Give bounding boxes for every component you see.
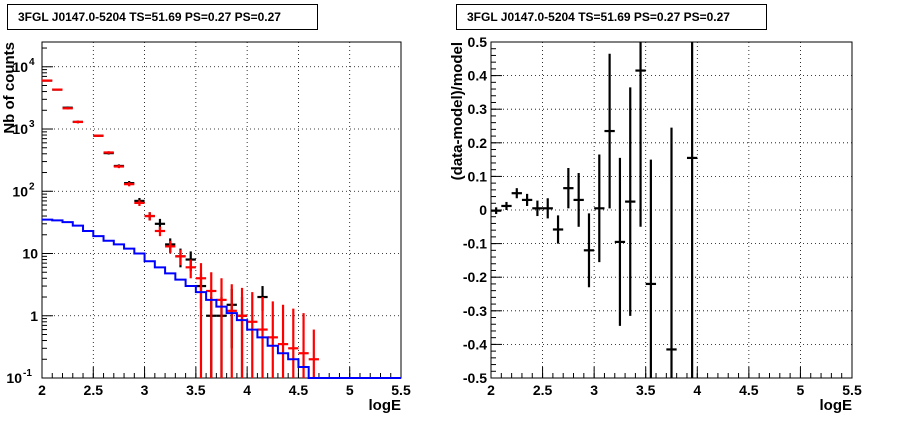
c1-y-tick-label: -0.2	[463, 269, 487, 285]
c1-y-tick-label: 0.5	[468, 34, 488, 50]
c1-y-axis-title: (data-model)/model	[449, 42, 466, 180]
c0-x-tick-label: 3	[141, 382, 149, 398]
c0-x-tick-label: 5	[346, 382, 354, 398]
left-chart-title: 3FGL J0147.0-5204 TS=51.69 PS=0.27 PS=0.…	[7, 4, 318, 30]
c1-y-tick-label: -0.3	[463, 303, 487, 319]
c0-y-tick-label: 10	[22, 246, 38, 262]
c0-series-2-model-line	[42, 218, 401, 379]
c0-y-tick-label: 10	[12, 121, 28, 137]
c1-x-tick-label: 3	[590, 382, 598, 398]
c0-y-tick-label: 10	[12, 59, 28, 75]
c1-y-tick-label: 0.3	[468, 101, 488, 117]
c0-y-tick-exponent: 3	[29, 119, 35, 130]
c0-y-tick-exponent: 4	[29, 57, 35, 68]
c1-x-tick-label: 3.5	[636, 382, 656, 398]
c1-y-tick-label: -0.4	[463, 336, 487, 352]
c0-x-tick-label: 4	[243, 382, 251, 398]
c1-x-axis-title: logE	[820, 397, 853, 414]
c1-x-tick-label: 4.5	[739, 382, 759, 398]
c0-y-tick-exponent: -1	[23, 368, 32, 379]
c0-x-tick-label: 5.5	[391, 382, 411, 398]
chart-panel-1: 2 2.5 3 3.5 4 4.5 5 5.5 -0.5 -0.4 -0.3 -0.2 -0.1 0 0.1…	[449, 34, 862, 414]
c1-y-tick-label: -0.1	[463, 236, 487, 252]
c0-y-tick-label: 10	[12, 183, 28, 199]
c0-x-tick-label: 2.5	[84, 382, 104, 398]
c0-y-axis-title: Nb of counts	[1, 42, 18, 134]
c0-x-axis-title: logE	[369, 397, 402, 414]
c1-x-tick-label: 5	[797, 382, 805, 398]
c1-x-tick-label: 2.5	[533, 382, 553, 398]
c1-y-tick-label: -0.5	[463, 370, 487, 386]
c1-y-tick-label: 0.2	[468, 135, 488, 151]
c1-x-tick-label: 5.5	[842, 382, 862, 398]
c0-y-tick-label: 1	[30, 308, 38, 324]
c1-x-tick-label: 2	[487, 382, 495, 398]
c0-y-tick-label: 10	[6, 370, 22, 386]
c0-x-tick-label: 2	[38, 382, 46, 398]
c1-y-tick-label: 0.1	[468, 168, 488, 184]
right-chart-title: 3FGL J0147.0-5204 TS=51.69 PS=0.27 PS=0.…	[456, 4, 767, 30]
c0-x-tick-label: 4.5	[289, 382, 309, 398]
c0-x-tick-label: 3.5	[186, 382, 206, 398]
c1-y-tick-label: 0.4	[468, 68, 488, 84]
c0-y-tick-exponent: 2	[29, 181, 35, 192]
c1-y-tick-label: 0	[479, 202, 487, 218]
c1-x-tick-label: 4	[693, 382, 701, 398]
